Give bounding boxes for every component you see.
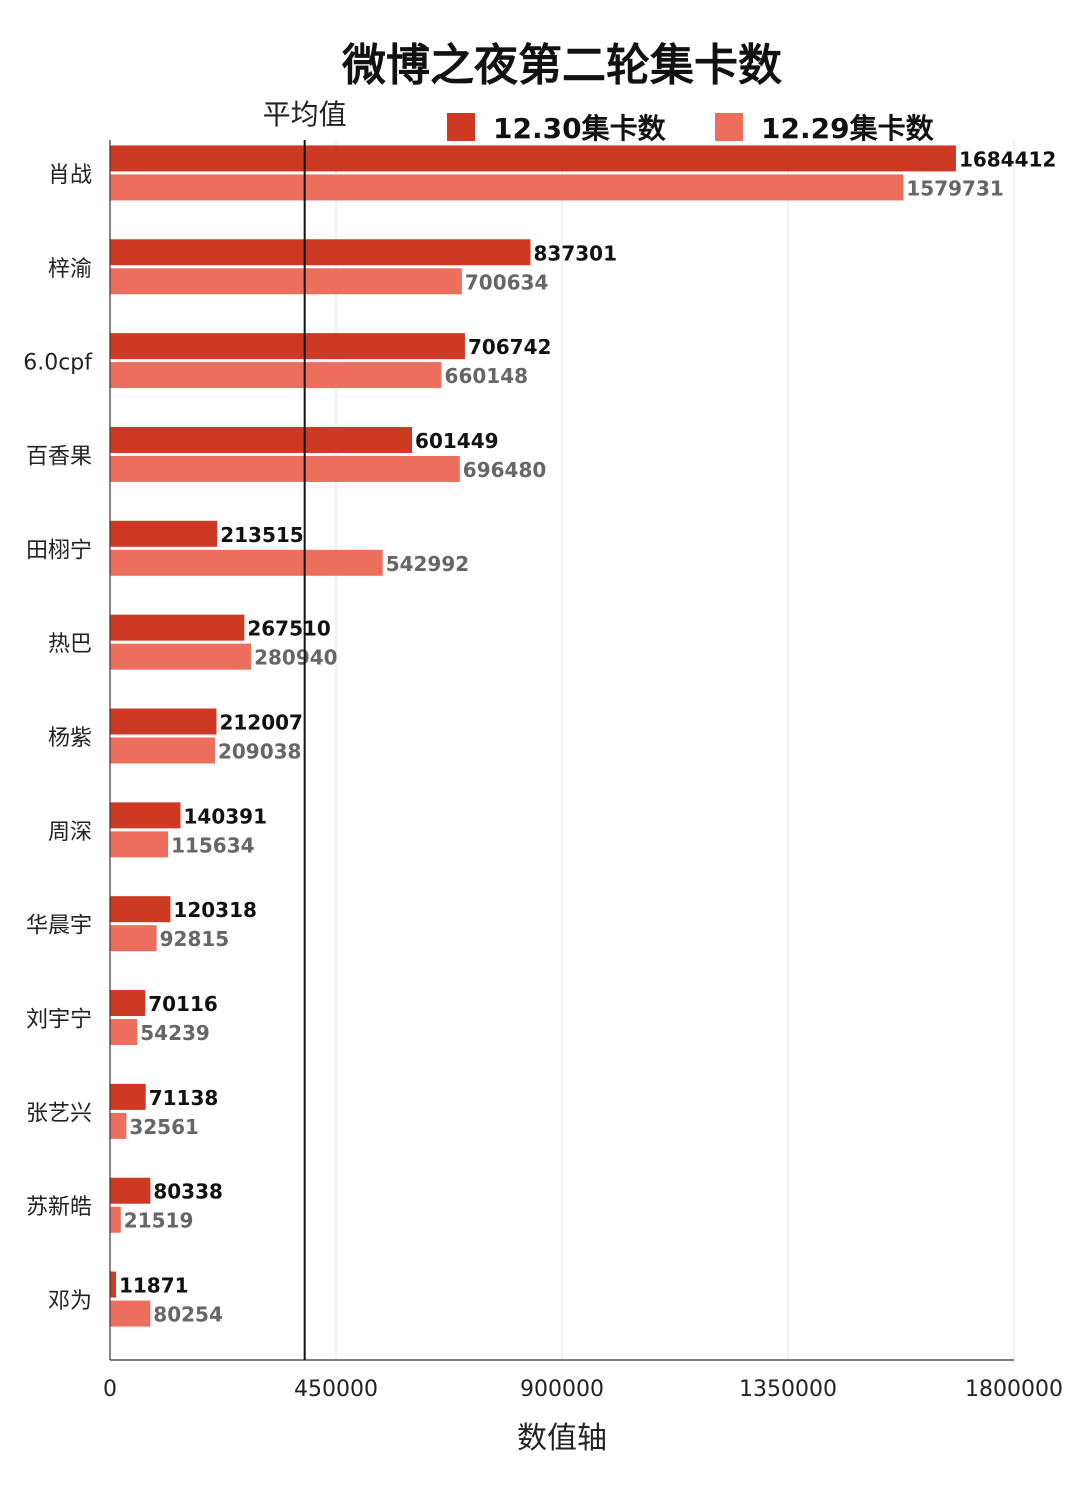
bar-series-1 — [110, 614, 245, 641]
bar-series-1 — [110, 708, 217, 735]
bars — [110, 145, 956, 1327]
category-label: 刘宇宁 — [26, 1008, 92, 1033]
bar-series-1 — [110, 1177, 151, 1204]
category-label: 百香果 — [26, 444, 92, 469]
x-axis-label: 数值轴 — [517, 1421, 607, 1456]
bar-series-2 — [110, 831, 169, 858]
data-label-series-1: 837301 — [534, 241, 618, 265]
legend-swatch-series-2 — [715, 113, 743, 141]
bar-series-2 — [110, 925, 157, 952]
bar-series-2 — [110, 268, 462, 295]
bar-series-1 — [110, 1271, 116, 1298]
bar-series-1 — [110, 426, 413, 453]
data-label-series-2: 542992 — [386, 552, 470, 576]
data-label-series-1: 80338 — [153, 1180, 223, 1204]
data-label-series-2: 209038 — [218, 740, 301, 764]
bar-series-2 — [110, 737, 215, 764]
category-label: 张艺兴 — [26, 1101, 92, 1126]
average-line-group: 平均值 — [263, 98, 347, 1360]
average-line-label: 平均值 — [263, 98, 347, 131]
category-label: 苏新皓 — [26, 1195, 92, 1220]
bar-series-1 — [110, 990, 146, 1017]
bar-series-1 — [110, 896, 171, 923]
bar-series-1 — [110, 802, 181, 829]
x-tick-label: 1800000 — [965, 1377, 1063, 1402]
bar-series-1 — [110, 333, 465, 360]
bar-series-1 — [110, 145, 956, 172]
x-tick-label: 1350000 — [739, 1377, 837, 1402]
category-label: 梓渝 — [48, 257, 92, 282]
data-label-series-2: 54239 — [140, 1021, 210, 1045]
data-label-series-1: 212007 — [219, 711, 302, 735]
bar-series-1 — [110, 1083, 146, 1110]
category-label: 周深 — [48, 820, 92, 845]
data-label-series-1: 120318 — [173, 898, 257, 922]
data-label-series-1: 267510 — [247, 617, 331, 641]
bar-series-2 — [110, 362, 442, 389]
data-label-series-1: 706742 — [468, 335, 552, 359]
data-label-series-2: 92815 — [160, 927, 230, 951]
category-label: 华晨宇 — [26, 914, 92, 939]
bar-series-1 — [110, 239, 531, 266]
data-label-series-1: 140391 — [184, 804, 268, 828]
chart-title: 微博之夜第二轮集卡数 — [341, 40, 782, 91]
data-label-series-1: 71138 — [149, 1086, 219, 1110]
bar-series-2 — [110, 1206, 121, 1233]
data-label-series-1: 11871 — [119, 1274, 189, 1298]
value-labels: 1684412 1579731 837301 700634 706742 660148 60… — [119, 147, 1056, 1326]
data-label-series-2: 1579731 — [906, 176, 1003, 200]
bar-series-2 — [110, 643, 252, 670]
category-label: 热巴 — [48, 632, 92, 657]
bar-series-2 — [110, 455, 460, 482]
category-label: 6.0cpf — [23, 351, 93, 376]
bar-series-2 — [110, 1019, 138, 1046]
legend-label-series-1: 12.30集卡数 — [493, 112, 667, 145]
category-label: 田栩宁 — [26, 538, 92, 563]
data-label-series-1: 70116 — [148, 992, 218, 1016]
bar-series-2 — [110, 174, 904, 201]
bar-series-2 — [110, 1112, 127, 1139]
x-tick-label: 450000 — [294, 1377, 378, 1402]
legend: 12.30集卡数 12.29集卡数 — [447, 112, 935, 145]
data-label-series-2: 21519 — [124, 1209, 194, 1233]
data-label-series-2: 700634 — [465, 270, 549, 294]
category-label: 邓为 — [48, 1289, 92, 1314]
bar-series-2 — [110, 549, 383, 576]
data-label-series-2: 115634 — [171, 833, 255, 857]
x-tick-label: 900000 — [520, 1377, 604, 1402]
data-label-series-1: 1684412 — [959, 147, 1056, 171]
grid-lines — [335, 140, 1015, 1360]
data-label-series-2: 280940 — [254, 646, 337, 670]
legend-swatch-series-1 — [447, 113, 475, 141]
data-label-series-2: 32561 — [129, 1115, 199, 1139]
data-label-series-1: 213515 — [220, 523, 304, 547]
data-label-series-1: 601449 — [415, 429, 499, 453]
data-label-series-2: 696480 — [463, 458, 547, 482]
bar-series-1 — [110, 520, 218, 547]
data-label-series-2: 80254 — [153, 1303, 223, 1327]
category-label: 杨紫 — [48, 726, 92, 751]
data-label-series-2: 660148 — [445, 364, 529, 388]
bar-series-2 — [110, 1300, 151, 1327]
x-tick-labels: 0 450000 900000 1350000 1800000 — [103, 1377, 1063, 1402]
legend-label-series-2: 12.29集卡数 — [761, 112, 935, 145]
x-tick-label: 0 — [103, 1377, 117, 1402]
category-label: 肖战 — [48, 163, 92, 188]
axes — [109, 140, 1014, 1361]
